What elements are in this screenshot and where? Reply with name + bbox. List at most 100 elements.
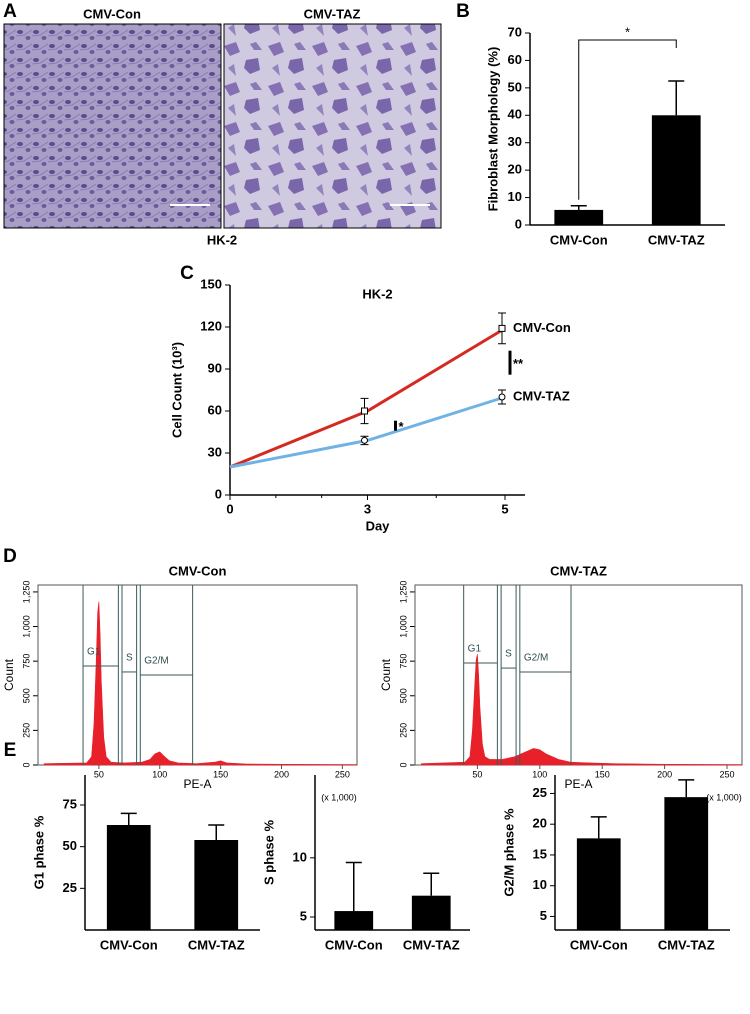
series-line	[229, 327, 506, 469]
x-tick-label: CMV-TAZ	[188, 937, 245, 952]
legend-label: CMV-Con	[513, 320, 571, 335]
y-tick-label: 250	[398, 723, 408, 738]
y-tick-label: 60	[208, 402, 222, 417]
legend-label: CMV-TAZ	[513, 388, 570, 403]
marker	[361, 436, 368, 444]
panel-label: D	[3, 546, 17, 567]
bar	[664, 797, 709, 930]
y-tick-label: 60	[508, 52, 522, 67]
y-axis-label: Fibroblast Morphology (%)	[485, 47, 500, 212]
significance-bracket	[578, 39, 677, 200]
bar	[651, 115, 701, 225]
image-caption: HK-2	[207, 232, 237, 247]
x-tick-label: CMV-Con	[570, 937, 628, 952]
x-tick-label: 100	[532, 769, 547, 779]
y-tick-label: 50	[508, 79, 522, 94]
bar	[554, 209, 604, 225]
y-tick-label: 10	[508, 189, 522, 204]
panel-label: C	[180, 263, 194, 284]
panel-label: E	[4, 740, 17, 761]
x-tick-label: 200	[657, 769, 672, 779]
y-tick-label: 15	[533, 846, 547, 861]
y-tick-label: 1,250	[398, 581, 408, 604]
significance-label: *	[399, 419, 405, 434]
marker	[361, 407, 368, 415]
y-tick-label: 70	[508, 24, 522, 39]
gate-label: S	[126, 653, 133, 664]
y-tick-label: 150	[200, 276, 222, 291]
plot-frame	[37, 584, 358, 766]
bar	[411, 895, 451, 930]
y-axis-label: Cell Count (10³)	[169, 342, 184, 438]
y-tick-label: 750	[21, 654, 31, 669]
panel-label: B	[456, 1, 470, 22]
x-tick-label: CMV-TAZ	[658, 937, 715, 952]
bar	[106, 825, 151, 930]
y-axis-label: G2/M phase %	[501, 808, 516, 897]
y-tick-label: 25	[63, 880, 77, 895]
y-tick-label: 20	[533, 816, 547, 831]
gate-label: S	[505, 649, 512, 660]
y-tick-label: 40	[508, 107, 522, 122]
y-tick-label: 500	[398, 688, 408, 703]
histogram-area	[420, 654, 743, 766]
x-tick-label: CMV-TAZ	[403, 937, 460, 952]
y-tick-label: 5	[300, 908, 307, 923]
chart-title: CMV-TAZ	[550, 563, 607, 578]
x-tick-label: 200	[274, 769, 289, 779]
chart-title: CMV-Con	[169, 563, 227, 578]
x-tick-label: 250	[720, 769, 735, 779]
x-unit-label: (x 1,000)	[321, 792, 357, 802]
micrograph	[223, 23, 442, 229]
y-axis-label: Count	[379, 658, 393, 691]
x-tick-label: CMV-Con	[325, 937, 383, 952]
x-tick-label: CMV-TAZ	[648, 232, 705, 247]
x-tick-label: 50	[472, 769, 482, 779]
y-tick-label: 750	[398, 654, 408, 669]
gate-label: G2/M	[524, 653, 548, 664]
x-tick-label: 5	[501, 501, 508, 516]
y-tick-label: 10	[293, 849, 307, 864]
x-axis-label: PE-A	[564, 777, 592, 791]
bar	[194, 840, 239, 930]
x-tick-label: 250	[335, 769, 350, 779]
y-tick-label: 1,250	[21, 581, 31, 604]
y-tick-label: 10	[533, 877, 547, 892]
x-tick-label: 150	[213, 769, 228, 779]
bar	[576, 838, 621, 930]
x-tick-label: 3	[364, 501, 371, 516]
y-tick-label: 90	[208, 360, 222, 375]
y-tick-label: 25	[533, 785, 547, 800]
x-tick-label: 150	[595, 769, 610, 779]
image-title: CMV-TAZ	[304, 6, 361, 21]
marker	[498, 393, 506, 401]
bar	[334, 911, 374, 930]
y-tick-label: 30	[208, 444, 222, 459]
x-axis-label: Day	[366, 518, 391, 533]
x-tick-label: CMV-Con	[100, 937, 158, 952]
gate-label: G1	[87, 647, 101, 658]
x-tick-label: 100	[152, 769, 167, 779]
x-unit-label: (x 1,000)	[706, 792, 742, 802]
image-title: CMV-Con	[83, 6, 141, 21]
chart-title: HK-2	[362, 286, 392, 301]
y-tick-label: 0	[215, 486, 222, 501]
x-axis-label: PE-A	[183, 777, 211, 791]
y-tick-label: 1,000	[398, 615, 408, 638]
y-axis-label: Count	[2, 658, 16, 691]
y-tick-label: 1,000	[21, 615, 31, 638]
y-tick-label: 20	[508, 162, 522, 177]
gate-label: G2/M	[144, 656, 168, 667]
marker	[498, 324, 506, 332]
significance-label: **	[513, 356, 524, 371]
y-tick-label: 0	[515, 216, 522, 231]
y-tick-label: 75	[63, 796, 77, 811]
y-tick-label: 0	[21, 762, 31, 767]
gate-label: G1	[468, 644, 482, 655]
y-tick-label: 30	[508, 134, 522, 149]
y-tick-label: 500	[21, 688, 31, 703]
y-axis-label: S phase %	[261, 820, 276, 885]
y-tick-label: 120	[200, 318, 222, 333]
significance-label: *	[625, 24, 630, 39]
